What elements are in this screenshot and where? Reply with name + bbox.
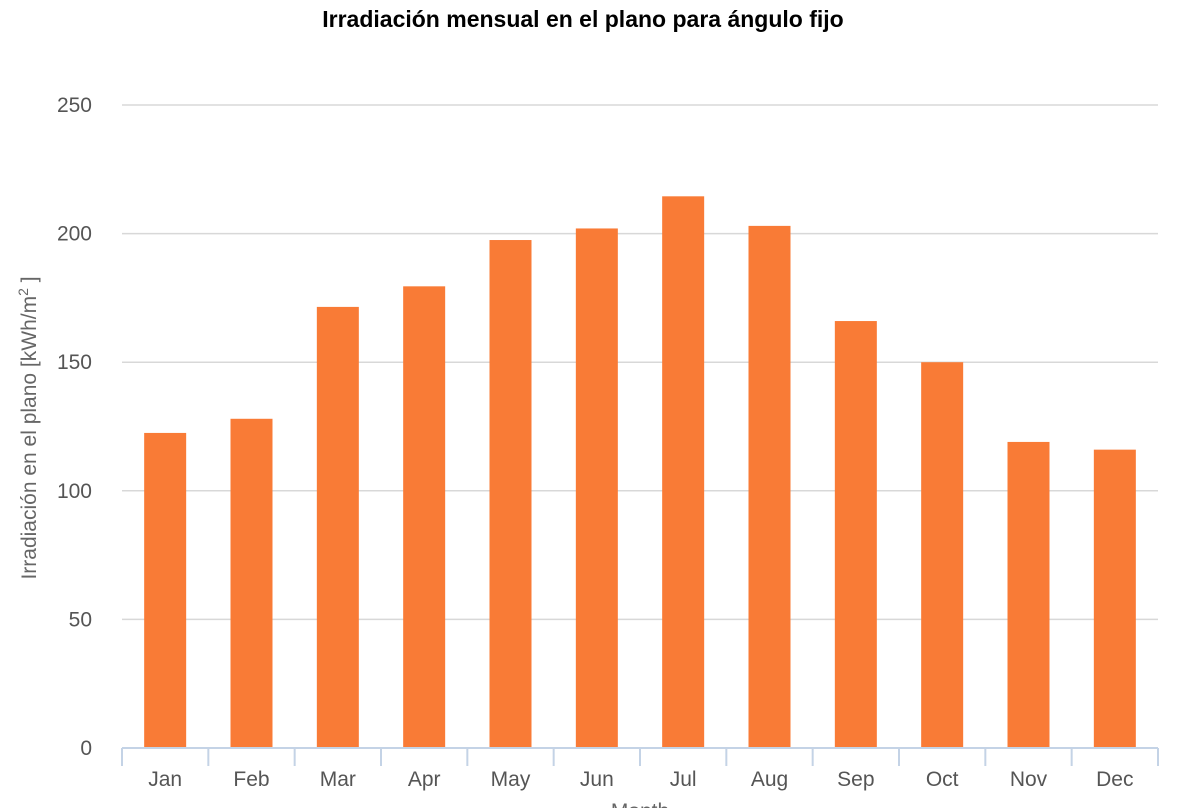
x-tick-label-oct: Oct [926,768,959,791]
bar-apr[interactable] [403,286,446,748]
y-axis-title-end: ] [18,276,41,288]
y-tick-label-250: 250 [57,94,92,117]
x-tick-label-may: May [491,768,531,791]
x-tick-label-apr: Apr [408,768,441,791]
x-tick-label-feb: Feb [233,768,269,791]
bar-jan[interactable] [144,432,187,748]
x-tick-label-jul: Jul [670,768,697,791]
bars-layer [144,196,1136,748]
y-axis-title-sup: 2 [15,288,31,296]
x-tick-label-nov: Nov [1010,768,1048,791]
grid-layer [122,104,1158,621]
x-tick-label-jan: Jan [148,768,182,791]
x-axis-title: Month [611,800,669,808]
x-tick-label-mar: Mar [320,768,356,791]
bar-mar[interactable] [316,306,359,748]
y-tick-label-0: 0 [80,737,92,760]
y-tick-label-50: 50 [69,608,92,631]
bar-aug[interactable] [748,225,791,748]
bar-may[interactable] [489,240,532,748]
labels-layer: 0 50 100 150 200 250 Jan Feb Mar Apr May Jun Jul Aug S… [57,94,1134,791]
bar-oct[interactable] [921,362,964,748]
axis-layer [121,747,1159,766]
bar-jul[interactable] [662,196,705,748]
x-tick-label-dec: Dec [1096,768,1133,791]
bar-nov[interactable] [1007,441,1050,748]
y-tick-label-200: 200 [57,223,92,246]
y-tick-label-150: 150 [57,351,92,374]
y-tick-label-100: 100 [57,480,92,503]
x-tick-label-sep: Sep [837,768,874,791]
x-tick-label-jun: Jun [580,768,614,791]
chart-title: Irradiación mensual en el plano para áng… [322,6,844,32]
y-axis-title-main: Irradiación en el plano [kWh/m [18,296,41,580]
bar-feb[interactable] [230,418,273,748]
x-tick-label-aug: Aug [751,768,788,791]
bar-sep[interactable] [834,321,877,748]
bar-jun[interactable] [575,228,618,748]
bar-dec[interactable] [1093,449,1136,748]
y-axis-title: Irradiación en el plano [kWh/m2 ] [15,276,41,579]
